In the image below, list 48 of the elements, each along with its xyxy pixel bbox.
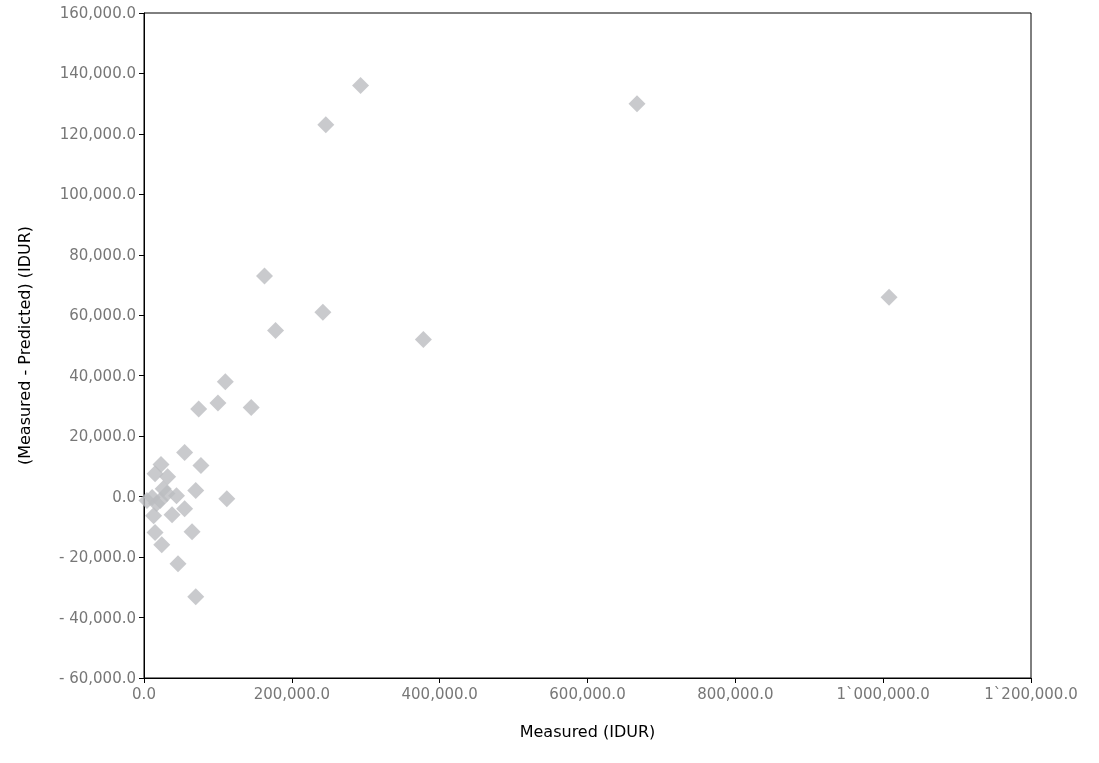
point <box>152 456 170 474</box>
point <box>176 500 194 518</box>
y-tick-label: 140,000.0 <box>59 64 136 83</box>
point <box>255 267 273 285</box>
point <box>880 288 898 306</box>
point <box>146 524 164 542</box>
point <box>414 330 432 348</box>
point <box>187 482 205 500</box>
x-tick-label: 1`000,000.0 <box>836 684 930 703</box>
point <box>190 400 208 418</box>
x-tick-label: 400,000.0 <box>401 684 478 703</box>
y-tick-label: 60,000.0 <box>69 306 136 325</box>
y-tick-label: 120,000.0 <box>59 124 136 143</box>
point <box>183 523 201 541</box>
point <box>218 490 236 508</box>
y-axis-title: (Measured - Predicted) (IDUR) <box>14 225 34 466</box>
point <box>192 457 210 474</box>
point <box>317 116 335 134</box>
x-tick-label: 800,000.0 <box>697 684 774 703</box>
point <box>314 303 332 321</box>
point <box>169 555 187 573</box>
point <box>352 77 370 95</box>
point <box>146 465 164 483</box>
point <box>145 507 163 525</box>
point <box>216 373 234 391</box>
y-tick-label: - 40,000.0 <box>59 608 136 627</box>
y-tick-label: - 20,000.0 <box>59 548 136 567</box>
point <box>176 444 194 461</box>
x-tick-label: 600,000.0 <box>549 684 626 703</box>
point <box>163 506 181 524</box>
y-tick-label: - 60,000.0 <box>59 669 136 687</box>
point <box>267 321 285 339</box>
y-tick-label: 80,000.0 <box>69 245 136 264</box>
x-axis-title: Measured (IDUR) <box>519 721 656 741</box>
point <box>159 468 177 486</box>
y-tick-label: 20,000.0 <box>69 427 136 446</box>
point <box>153 536 171 554</box>
point <box>209 394 227 412</box>
point <box>628 95 646 113</box>
x-tick-label: 1`200,000.0 <box>984 684 1078 703</box>
y-tick-label: 0.0 <box>112 487 136 506</box>
x-tick-label: 0.0 <box>132 684 156 703</box>
point <box>187 588 205 606</box>
point <box>242 398 260 416</box>
y-tick-label: 100,000.0 <box>59 185 136 204</box>
x-tick-label: 200,000.0 <box>253 684 331 703</box>
y-tick-label: 40,000.0 <box>69 366 136 385</box>
y-tick-label: 160,000.0 <box>59 4 136 22</box>
